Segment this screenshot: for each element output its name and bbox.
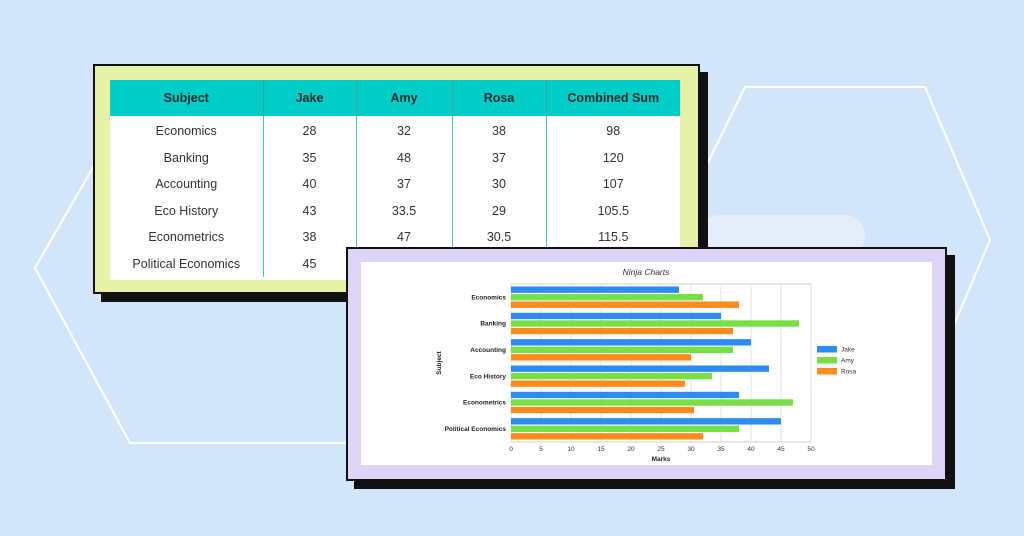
chart-card: 0 5 10 15 20 25 30 35 40 45 50 Economics Banking Acco…	[346, 247, 947, 481]
table-row: Eco History 43 33.5 29 105.5	[110, 197, 680, 224]
cell-jake: 40	[263, 171, 357, 198]
y-tick-label: Banking	[480, 321, 506, 328]
cell-combined-sum: 120	[602, 150, 624, 165]
cell-jake: 28	[263, 116, 357, 145]
cell-rosa: 38	[452, 116, 547, 145]
cell-subject: Eco History	[110, 197, 264, 224]
x-tick-label: 35	[717, 446, 725, 453]
bar	[511, 418, 781, 425]
bar	[511, 327, 733, 335]
chart-panel: 0 5 10 15 20 25 30 35 40 45 50 Economics Banking Acco…	[361, 262, 932, 465]
legend-label: Amy	[841, 358, 855, 365]
table-row: Economics 28 32 38 98	[110, 116, 680, 145]
chart-title: Ninja Charts	[623, 267, 671, 277]
cell-jake: 43	[263, 197, 357, 224]
cell-amy: 33.5	[356, 197, 453, 224]
header-subject: Subject	[110, 80, 264, 116]
x-tick-label: 20	[627, 446, 635, 453]
cell-combined-sum: 107	[602, 177, 624, 192]
cell-combined-sum: 115.5	[598, 230, 629, 245]
cell-subject: Accounting	[110, 171, 264, 198]
cell-jake: 38	[263, 224, 357, 251]
marks-table-panel: Subject Jake Amy Rosa Combined Sum Econo…	[110, 80, 680, 280]
x-axis-label: Marks	[652, 456, 671, 463]
bar	[511, 380, 685, 387]
cell-amy: 47	[356, 224, 453, 251]
bar	[511, 286, 679, 293]
x-tick-label: 15	[597, 446, 605, 453]
header-jake: Jake	[263, 80, 357, 116]
cell-jake: 35	[263, 144, 357, 171]
bar	[511, 320, 799, 327]
bar-chart: 0 5 10 15 20 25 30 35 40 45 50 Economics Banking Acco…	[436, 267, 857, 463]
cell-jake: 45	[263, 250, 357, 277]
y-tick-label: Political Economics	[445, 426, 507, 433]
legend-swatch	[817, 357, 837, 364]
legend-swatch	[817, 346, 837, 353]
bar	[511, 301, 739, 308]
bar	[511, 293, 703, 301]
bar	[511, 406, 694, 414]
bar	[511, 372, 712, 380]
bar	[511, 339, 751, 346]
bar	[511, 433, 703, 440]
cell-amy: 32	[356, 116, 453, 145]
cell-subject: Political Economics	[110, 250, 264, 277]
x-tick-label: 50	[807, 446, 815, 453]
bar	[511, 354, 691, 361]
bar	[511, 365, 769, 372]
table-row: Accounting 40 37 30 107	[110, 171, 680, 198]
bar	[511, 391, 739, 399]
cell-subject: Economics	[110, 116, 264, 145]
cell-amy: 37	[356, 171, 453, 198]
cell-rosa: 37	[452, 144, 547, 171]
legend-label: Rosa	[841, 369, 857, 376]
cell-amy: 48	[356, 144, 453, 171]
legend-label: Jake	[841, 347, 855, 354]
table-header-row: Subject Jake Amy Rosa Combined Sum	[110, 80, 680, 116]
x-tick-label: 10	[567, 446, 575, 453]
x-tick-label: 5	[539, 446, 543, 453]
legend-swatch	[817, 368, 837, 375]
x-tick-label: 25	[657, 446, 665, 453]
cell-rosa: 29	[452, 197, 547, 224]
bar	[511, 399, 793, 406]
y-tick-label: Econometrics	[463, 400, 506, 407]
header-rosa: Rosa	[452, 80, 547, 116]
bar	[511, 312, 721, 320]
marks-table: Subject Jake Amy Rosa Combined Sum Econo…	[110, 80, 680, 277]
table-row: Econometrics 38 47 30.5 115.5	[110, 224, 680, 251]
header-combined-sum: Combined Sum	[546, 80, 680, 116]
cell-subject: Banking	[110, 144, 264, 171]
x-tick-label: 30	[687, 446, 695, 453]
x-tick-label: 0	[509, 446, 513, 453]
bar	[511, 346, 733, 354]
x-tick-label: 45	[777, 446, 785, 453]
cell-subject: Econometrics	[110, 224, 264, 251]
cell-combined-sum: 98	[606, 124, 621, 139]
cell-rosa: 30.5	[452, 224, 547, 251]
cell-combined-sum: 105.5	[597, 203, 629, 218]
y-tick-label: Economics	[471, 294, 506, 301]
cell-rosa: 30	[452, 171, 547, 198]
header-amy: Amy	[356, 80, 453, 116]
bar	[511, 425, 739, 433]
x-tick-label: 40	[747, 446, 755, 453]
y-axis-label: Subject	[436, 350, 443, 374]
y-tick-label: Eco History	[470, 373, 507, 380]
table-row: Banking 35 48 37 120	[110, 144, 680, 171]
y-tick-label: Accounting	[470, 347, 506, 354]
